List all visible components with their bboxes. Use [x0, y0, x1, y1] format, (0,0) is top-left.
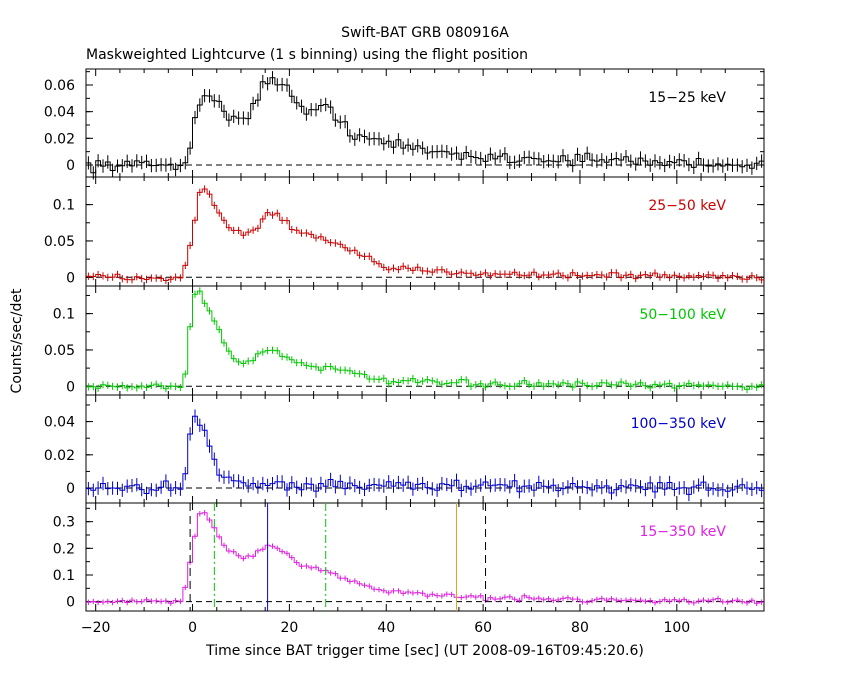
y-tick-label: 0 [66, 379, 75, 395]
y-tick-label: 0.02 [44, 131, 75, 147]
x-tick-label: 80 [571, 620, 589, 636]
y-tick-label: 0.04 [44, 415, 75, 431]
panel-4: 0 0.1 0.2 0.3 15−350 keV −20 0 20 40 60 80 100 [53, 502, 765, 636]
series-label: 15−25 keV [648, 90, 726, 106]
series-line [86, 415, 764, 495]
panel-3: 0 0.02 0.04 100−350 keV [44, 394, 765, 504]
x-tick-label: 40 [377, 620, 395, 636]
y-tick-label: 0.1 [53, 307, 75, 323]
y-axis-label: Counts/sec/det [9, 288, 25, 393]
y-tick-label: 0 [66, 595, 75, 611]
y-tick-label: 0.05 [44, 343, 75, 359]
y-tick-label: 0.2 [53, 541, 75, 557]
series-label: 50−100 keV [639, 307, 726, 323]
chart-title: Swift-BAT GRB 080916A [341, 25, 509, 41]
panel-2: 0 0.05 0.1 50−100 keV [44, 285, 765, 396]
y-tick-label: 0 [66, 481, 75, 497]
series-label: 25−50 keV [648, 198, 726, 214]
y-tick-label: 0 [66, 158, 75, 174]
panel-0: 0 0.02 0.04 0.06 15−25 keV [44, 68, 765, 180]
panel-frame [85, 176, 765, 287]
series-line [86, 290, 764, 390]
y-tick-label: 0 [66, 270, 75, 286]
y-tick-label: 0.3 [53, 515, 75, 531]
panel-frame [85, 502, 765, 612]
x-tick-label: 100 [663, 620, 690, 636]
x-tick-label: 20 [280, 620, 298, 636]
y-tick-label: 0.06 [44, 78, 75, 94]
y-tick-label: 0.04 [44, 105, 75, 121]
series-label: 100−350 keV [631, 416, 727, 432]
y-tick-label: 0.05 [44, 234, 75, 250]
x-tick-label: 60 [474, 620, 492, 636]
panel-1: 0 0.05 0.1 25−50 keV [44, 176, 765, 287]
series-errorbars [87, 287, 763, 394]
series-line [86, 188, 764, 281]
y-tick-label: 0.1 [53, 198, 75, 214]
series-line [86, 512, 764, 604]
series-label: 15−350 keV [639, 524, 726, 540]
x-tick-label: 0 [188, 620, 197, 636]
series-line [86, 77, 764, 174]
y-tick-label: 0.02 [44, 448, 75, 464]
chart-subtitle: Maskweighted Lightcurve (1 s binning) us… [86, 47, 528, 63]
y-tick-label: 0.1 [53, 568, 75, 584]
x-axis-label: Time since BAT trigger time [sec] (UT 20… [205, 643, 644, 659]
x-tick-label: −20 [81, 620, 111, 636]
